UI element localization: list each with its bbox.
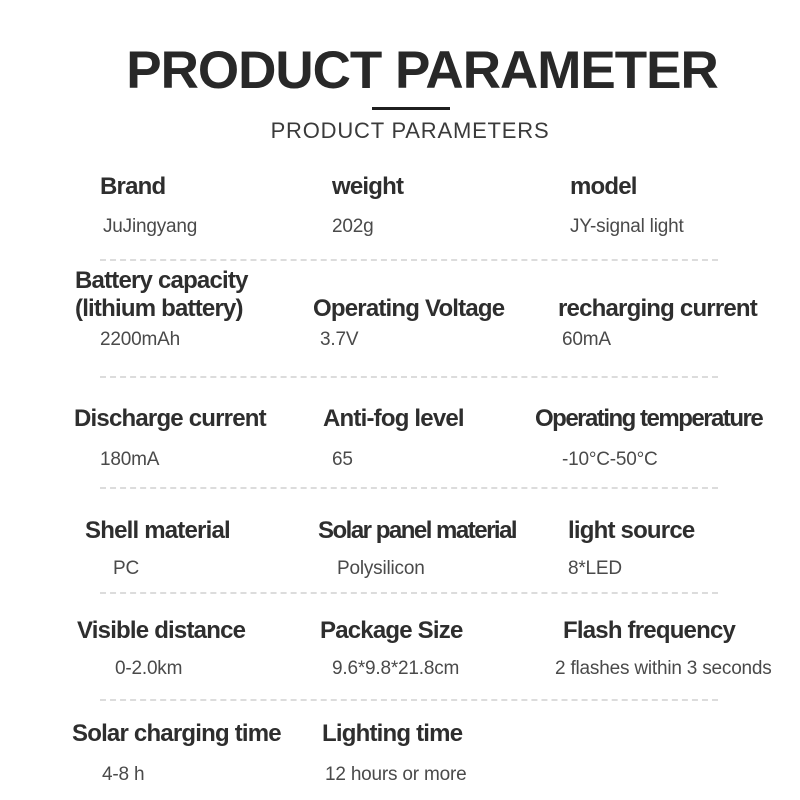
spec-label: Flash frequency — [563, 617, 736, 644]
spec-label: Operating Voltage — [313, 295, 505, 322]
spec-cell-solar-charging-time: Solar charging time 4-8 h — [72, 720, 310, 786]
spec-row-1: Brand JuJingyang weight 202g model JY-si… — [0, 160, 800, 261]
row-divider — [100, 592, 718, 594]
spec-table: Brand JuJingyang weight 202g model JY-si… — [0, 160, 800, 800]
spec-cell-shell-material: Shell material PC — [72, 517, 310, 580]
spec-value: 60mA — [562, 329, 611, 350]
spec-cell-discharge-current: Discharge current 180mA — [72, 405, 310, 471]
spec-cell-anti-fog-level: Anti-fog level 65 — [312, 405, 548, 471]
page-subtitle: PRODUCT PARAMETERS — [270, 118, 550, 143]
spec-row-2: Battery capacity (lithium battery) 2200m… — [0, 261, 800, 378]
spec-value: 0-2.0km — [115, 658, 183, 679]
spec-cell-brand: Brand JuJingyang — [72, 173, 310, 238]
spec-value: 4-8 h — [102, 764, 145, 785]
spec-label: Package Size — [320, 617, 463, 644]
spec-label: Battery capacity (lithium battery) — [75, 267, 248, 322]
spec-value: -10°C-50°C — [562, 449, 658, 470]
spec-value: JuJingyang — [103, 216, 198, 237]
spec-cell-battery-capacity: Battery capacity (lithium battery) 2200m… — [72, 267, 310, 351]
spec-cell-operating-voltage: Operating Voltage 3.7V — [312, 267, 548, 351]
spec-label: Discharge current — [74, 405, 267, 432]
spec-cell-model: model JY-signal light — [548, 173, 800, 238]
row-divider — [100, 376, 718, 378]
spec-value: 3.7V — [320, 329, 359, 350]
spec-cell-solar-panel-material: Solar panel material Polysilicon — [312, 517, 548, 580]
spec-label: Solar charging time — [72, 720, 282, 747]
spec-value: JY-signal light — [570, 216, 684, 237]
spec-cell-operating-temperature: Operating temperature -10°C-50°C — [535, 405, 800, 471]
spec-value: 202g — [332, 216, 374, 237]
spec-label: Operating temperature — [535, 405, 764, 432]
spec-cell-lighting-time: Lighting time 12 hours or more — [312, 720, 548, 786]
spec-label: Visible distance — [77, 617, 246, 644]
spec-row-4: Shell material PC Solar panel material P… — [0, 489, 800, 594]
page-title: PRODUCT PARAMETER — [126, 41, 719, 100]
spec-cell-flash-frequency: Flash frequency 2 flashes within 3 secon… — [548, 617, 800, 680]
spec-value: 12 hours or more — [325, 764, 467, 785]
spec-cell-visible-distance: Visible distance 0-2.0km — [72, 617, 310, 680]
spec-label: model — [570, 173, 637, 200]
spec-label: recharging current — [558, 295, 758, 322]
spec-label: Brand — [100, 173, 166, 200]
spec-cell-recharging-current: recharging current 60mA — [548, 267, 800, 351]
row-divider — [100, 699, 718, 701]
spec-value: 65 — [332, 449, 353, 470]
spec-row-3: Discharge current 180mA Anti-fog level 6… — [0, 378, 800, 489]
spec-value: 9.6*9.8*21.8cm — [332, 658, 460, 679]
spec-row-5: Visible distance 0-2.0km Package Size 9.… — [0, 594, 800, 701]
spec-value: 2 flashes within 3 seconds — [555, 658, 772, 679]
spec-label: Anti-fog level — [323, 405, 465, 432]
spec-label: weight — [332, 173, 404, 200]
row-divider — [100, 259, 718, 261]
spec-cell-light-source: light source 8*LED — [548, 517, 800, 580]
spec-label: light source — [568, 517, 695, 544]
spec-value: PC — [113, 558, 139, 579]
spec-cell-package-size: Package Size 9.6*9.8*21.8cm — [312, 617, 548, 680]
spec-value: 8*LED — [568, 558, 622, 579]
row-divider — [100, 487, 718, 489]
spec-value: 180mA — [100, 449, 160, 470]
spec-label: Shell material — [85, 517, 231, 544]
page-header: PRODUCT PARAMETER PRODUCT PARAMETERS — [0, 0, 800, 144]
spec-row-6: Solar charging time 4-8 h Lighting time … — [0, 701, 800, 800]
title-underline — [372, 107, 450, 110]
spec-label: Lighting time — [322, 720, 463, 747]
spec-value: 2200mAh — [100, 329, 180, 350]
spec-value: Polysilicon — [337, 558, 425, 579]
spec-cell-weight: weight 202g — [312, 173, 548, 238]
spec-label: Solar panel material — [318, 517, 518, 544]
